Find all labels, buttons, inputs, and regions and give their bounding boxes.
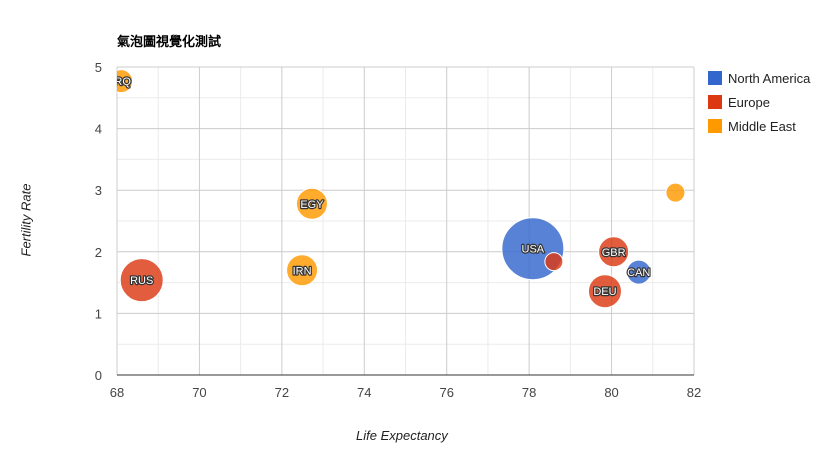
x-tick-label: 72 (275, 385, 289, 400)
bubble-label: IRN (293, 265, 312, 277)
bubble (295, 187, 328, 220)
y-tick-label: 2 (95, 245, 102, 260)
legend-label-middle-east: Middle East (728, 118, 796, 134)
x-tick-label: 74 (357, 385, 371, 400)
bubble-label: GBR (602, 247, 626, 259)
x-tick-label: 68 (110, 385, 124, 400)
bubble (665, 182, 686, 203)
bubble (598, 236, 630, 268)
legend-label-europe: Europe (728, 94, 770, 110)
y-axis-title: Fertility Rate (18, 183, 34, 257)
legend: North America Europe Middle East (708, 66, 810, 138)
bubble (286, 254, 319, 287)
bubble (119, 258, 164, 303)
legend-item-middle-east[interactable]: Middle East (708, 114, 810, 138)
y-tick-label: 1 (95, 306, 102, 321)
bubble-label: USA (522, 244, 545, 256)
bubble-label: RUS (130, 275, 153, 287)
bubble-label: DEU (593, 286, 616, 298)
bubble-label: CAN (627, 267, 650, 279)
bubble (117, 69, 134, 94)
x-axis-title: Life Expectancy (356, 428, 448, 443)
x-tick-label: 70 (192, 385, 206, 400)
legend-swatch-north-america (708, 71, 722, 85)
y-tick-label: 4 (95, 122, 102, 137)
legend-swatch-middle-east (708, 119, 722, 133)
x-tick-label: 82 (687, 385, 701, 400)
y-tick-label: 3 (95, 183, 102, 198)
bubble-layer: IRQ RUS EGY IRN USA GBR DEU CAN (111, 69, 686, 309)
bubble (587, 274, 622, 309)
y-tick-label: 0 (95, 368, 102, 383)
legend-label-north-america: North America (728, 70, 811, 86)
legend-item-north-america[interactable]: North America (708, 66, 810, 90)
legend-item-europe[interactable]: Europe (708, 90, 810, 114)
bubble-label: EGY (300, 199, 324, 211)
legend-swatch-europe (708, 95, 722, 109)
y-tick-label: 5 (95, 60, 102, 75)
x-tick-label: 76 (439, 385, 453, 400)
x-tick-label: 80 (604, 385, 618, 400)
x-tick-label: 78 (522, 385, 536, 400)
bubble (544, 252, 564, 272)
bubble (626, 259, 652, 285)
bubble-label: IRQ (111, 76, 131, 88)
chart-title: 氣泡圖視覺化測試 (117, 34, 222, 49)
